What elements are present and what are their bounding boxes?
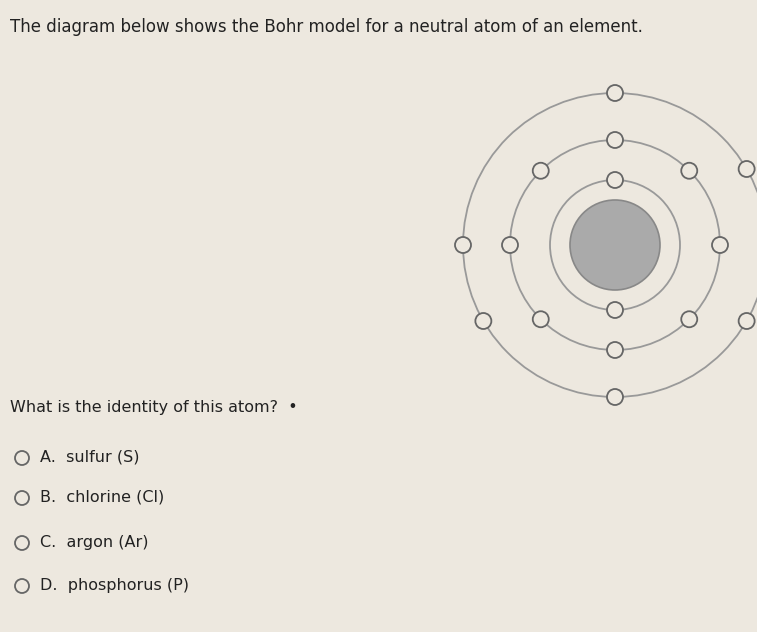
Text: A.  sulfur (S): A. sulfur (S) [40,450,139,465]
Circle shape [739,161,755,177]
Circle shape [681,163,697,179]
Circle shape [607,389,623,405]
Circle shape [570,200,660,290]
Circle shape [533,163,549,179]
Text: C.  argon (Ar): C. argon (Ar) [40,535,148,550]
Circle shape [533,311,549,327]
Circle shape [607,85,623,101]
Text: The diagram below shows the Bohr model for a neutral atom of an element.: The diagram below shows the Bohr model f… [10,18,643,36]
Circle shape [712,237,728,253]
Circle shape [681,311,697,327]
Text: What is the identity of this atom?  •: What is the identity of this atom? • [10,400,298,415]
Circle shape [739,313,755,329]
Circle shape [607,302,623,318]
Circle shape [455,237,471,253]
Circle shape [607,172,623,188]
Circle shape [607,342,623,358]
Circle shape [475,313,491,329]
Circle shape [607,132,623,148]
Text: D.  phosphorus (P): D. phosphorus (P) [40,578,189,593]
Text: B.  chlorine (Cl): B. chlorine (Cl) [40,490,164,505]
Circle shape [502,237,518,253]
